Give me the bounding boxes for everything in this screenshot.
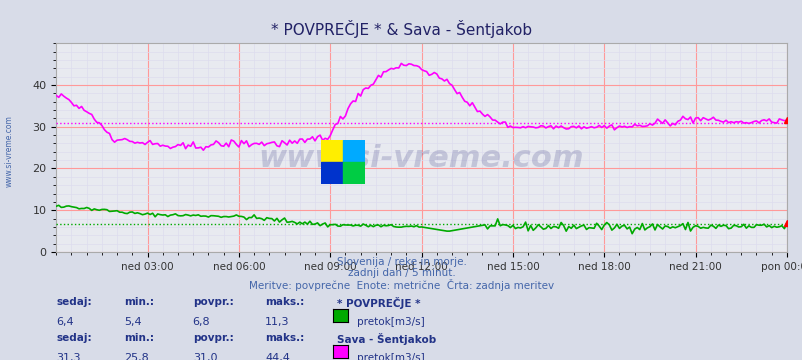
Text: * POVPREČJE * & Sava - Šentjakob: * POVPREČJE * & Sava - Šentjakob [270, 20, 532, 38]
Text: maks.:: maks.: [265, 333, 304, 343]
Bar [321, 162, 343, 184]
Text: povpr.:: povpr.: [192, 333, 233, 343]
Text: Sava - Šentjakob: Sava - Šentjakob [337, 333, 436, 345]
Text: maks.:: maks.: [265, 297, 304, 307]
Text: 11,3: 11,3 [265, 317, 290, 327]
Bar [343, 140, 365, 162]
Text: 5,4: 5,4 [124, 317, 142, 327]
Text: 6,4: 6,4 [56, 317, 74, 327]
Text: www.si-vreme.com: www.si-vreme.com [5, 115, 14, 187]
Text: 31,0: 31,0 [192, 353, 217, 360]
Text: 44,4: 44,4 [265, 353, 290, 360]
Text: zadnji dan / 5 minut.: zadnji dan / 5 minut. [347, 268, 455, 278]
Text: www.si-vreme.com: www.si-vreme.com [258, 144, 584, 172]
Text: pretok[m3/s]: pretok[m3/s] [357, 317, 424, 327]
Text: povpr.:: povpr.: [192, 297, 233, 307]
Text: 25,8: 25,8 [124, 353, 149, 360]
Text: sedaj:: sedaj: [56, 297, 91, 307]
Text: min.:: min.: [124, 333, 154, 343]
Text: min.:: min.: [124, 297, 154, 307]
Text: 31,3: 31,3 [56, 353, 81, 360]
Text: sedaj:: sedaj: [56, 333, 91, 343]
Text: pretok[m3/s]: pretok[m3/s] [357, 353, 424, 360]
Text: Meritve: povprečne  Enote: metrične  Črta: zadnja meritev: Meritve: povprečne Enote: metrične Črta:… [249, 279, 553, 291]
Text: * POVPREČJE *: * POVPREČJE * [337, 297, 420, 309]
Bar [321, 140, 343, 162]
Text: 6,8: 6,8 [192, 317, 210, 327]
Text: Slovenija / reke in morje.: Slovenija / reke in morje. [336, 257, 466, 267]
Bar [343, 162, 365, 184]
